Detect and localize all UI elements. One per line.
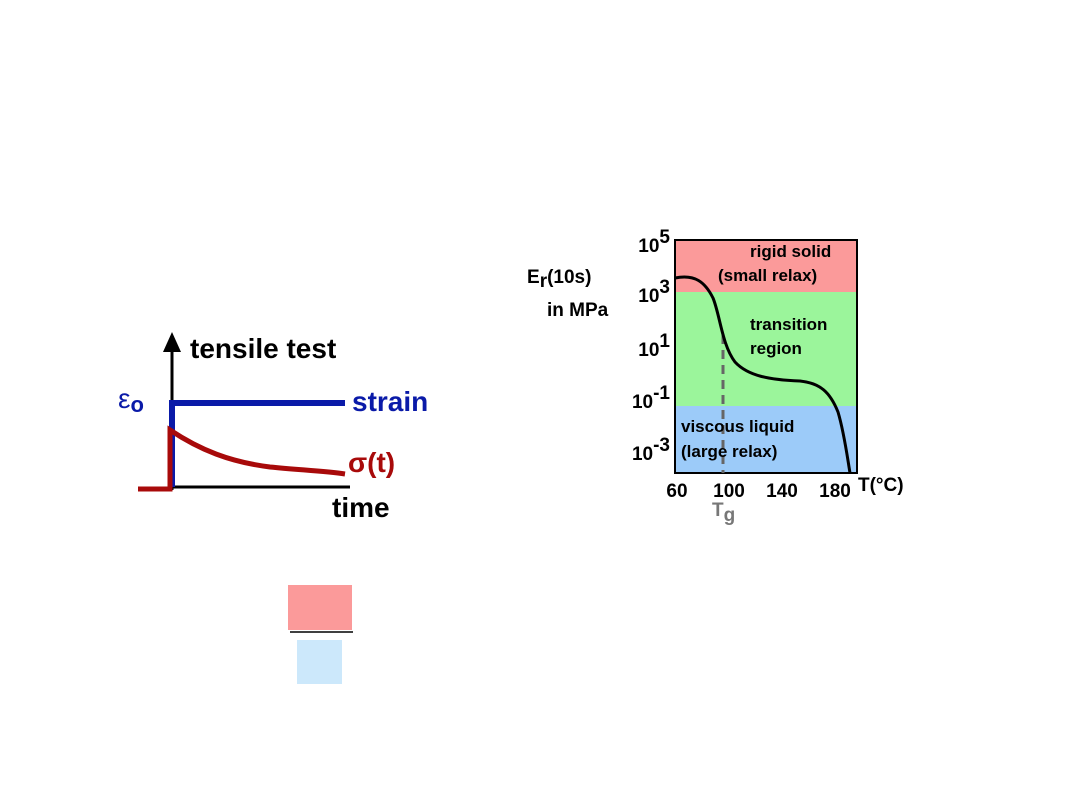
stress-label: σ(t) (348, 447, 395, 478)
region-label: rigid solid (750, 242, 831, 261)
region-label: (small relax) (718, 266, 817, 285)
x-tick-label: 140 (766, 481, 798, 502)
tg-main: T (712, 500, 724, 521)
arrow-head (163, 332, 181, 352)
tick-exponent: 1 (659, 331, 670, 352)
tick-base: 10 (638, 236, 659, 257)
title: tensile test (190, 333, 336, 364)
y-units: in MPa (547, 300, 609, 321)
tick-exponent: 5 (659, 227, 670, 248)
region-label: region (750, 339, 802, 358)
tick-exponent: -3 (653, 435, 670, 456)
modulus-curve (674, 275, 852, 474)
tg-label: Tg (712, 500, 735, 526)
tick-exponent: 3 (659, 277, 670, 298)
y-label: Er(10s) (527, 267, 591, 292)
y-tick-label: 103 (638, 277, 670, 307)
symbol: ε (118, 383, 130, 414)
x-label: T(°C) (858, 475, 904, 496)
x-tick-label: 180 (819, 481, 851, 502)
y-tick-label: 10-1 (632, 383, 670, 413)
region-label: transition (750, 315, 827, 334)
y-label-suffix: (10s) (547, 267, 591, 288)
region-label: viscous liquid (681, 417, 794, 436)
swatch-red (288, 585, 352, 630)
tensile-diagram: tensile test strain εo σ(t) time (118, 332, 428, 523)
y-label-main: E (527, 267, 540, 288)
x-tick-label: 60 (666, 481, 687, 502)
strain-symbol: εo (118, 383, 144, 417)
x-label: time (332, 492, 390, 523)
tick-base: 10 (632, 444, 653, 465)
stress-curve (138, 425, 346, 492)
y-label-sub: r (540, 271, 548, 292)
tick-base: 10 (638, 286, 659, 307)
y-tick-label: 101 (638, 331, 670, 361)
tick-base: 10 (632, 392, 653, 413)
tick-base: 10 (638, 340, 659, 361)
swatch-blue (297, 640, 342, 684)
subscript: o (130, 392, 143, 417)
x-tick-label: 100 (713, 481, 745, 502)
region-viscous (675, 406, 857, 473)
y-tick-label: 105 (638, 227, 670, 257)
plot-frame (674, 239, 858, 474)
tg-sub: g (724, 505, 736, 526)
region-transition (675, 292, 857, 406)
region-rigid (675, 240, 857, 292)
region-label: (large relax) (681, 442, 777, 461)
strain-label: strain (352, 386, 428, 417)
y-tick-label: 10-3 (632, 435, 670, 465)
tick-exponent: -1 (653, 383, 670, 404)
